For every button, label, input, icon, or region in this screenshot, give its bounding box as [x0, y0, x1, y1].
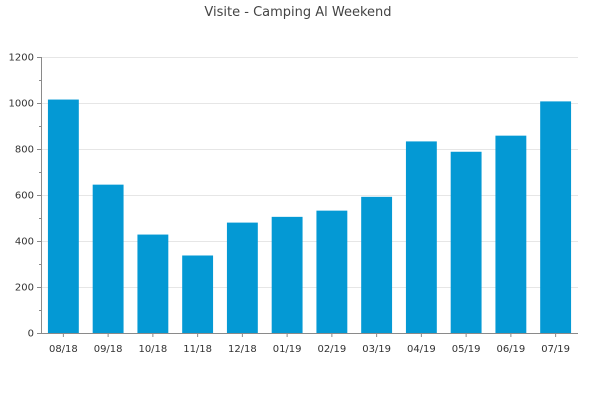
- axes: [37, 57, 578, 337]
- x-tick-label: 12/18: [228, 344, 257, 355]
- bar-08-18: [47, 99, 79, 333]
- bar-06-19: [495, 135, 527, 333]
- x-tick-label: 11/18: [183, 344, 212, 355]
- bar-10-18: [137, 234, 169, 333]
- y-tick-label: 200: [15, 283, 34, 294]
- bar-09-18: [92, 184, 124, 333]
- x-tick-label: 10/18: [138, 344, 167, 355]
- bar-11-18: [182, 255, 214, 333]
- x-tick-label: 09/18: [94, 344, 123, 355]
- y-tick-label: 800: [15, 145, 34, 156]
- bar-02-19: [316, 210, 348, 333]
- bar-05-19: [450, 151, 482, 333]
- x-tick-label: 02/19: [317, 344, 346, 355]
- x-axis-tick-labels: 08/18 09/18 10/18 11/18 12/18 01/19 02/19 03/19…: [49, 344, 570, 355]
- y-tick-label: 600: [15, 191, 34, 202]
- bar-12-18: [226, 222, 258, 333]
- y-tick-label: 1000: [9, 99, 34, 110]
- y-tick-label: 0: [28, 329, 34, 340]
- x-tick-label: 05/19: [452, 344, 481, 355]
- x-tick-label: 07/19: [541, 344, 570, 355]
- y-tick-label: 1200: [9, 53, 34, 64]
- bars: [47, 99, 572, 333]
- chart-title: Visite - Camping Al Weekend: [204, 5, 391, 20]
- bar-03-19: [361, 196, 393, 333]
- x-tick-label: 03/19: [362, 344, 391, 355]
- bar-04-19: [405, 141, 437, 333]
- x-tick-label: 01/19: [273, 344, 302, 355]
- grid-lines: [41, 57, 578, 288]
- x-tick-label: 06/19: [496, 344, 525, 355]
- x-tick-label: 08/18: [49, 344, 78, 355]
- y-axis-tick-labels: 0 200 400 600 800 1000 1200: [9, 53, 34, 340]
- x-tick-label: 04/19: [407, 344, 436, 355]
- bar-01-19: [271, 216, 303, 333]
- y-tick-label: 400: [15, 237, 34, 248]
- bar-07-19: [540, 101, 572, 333]
